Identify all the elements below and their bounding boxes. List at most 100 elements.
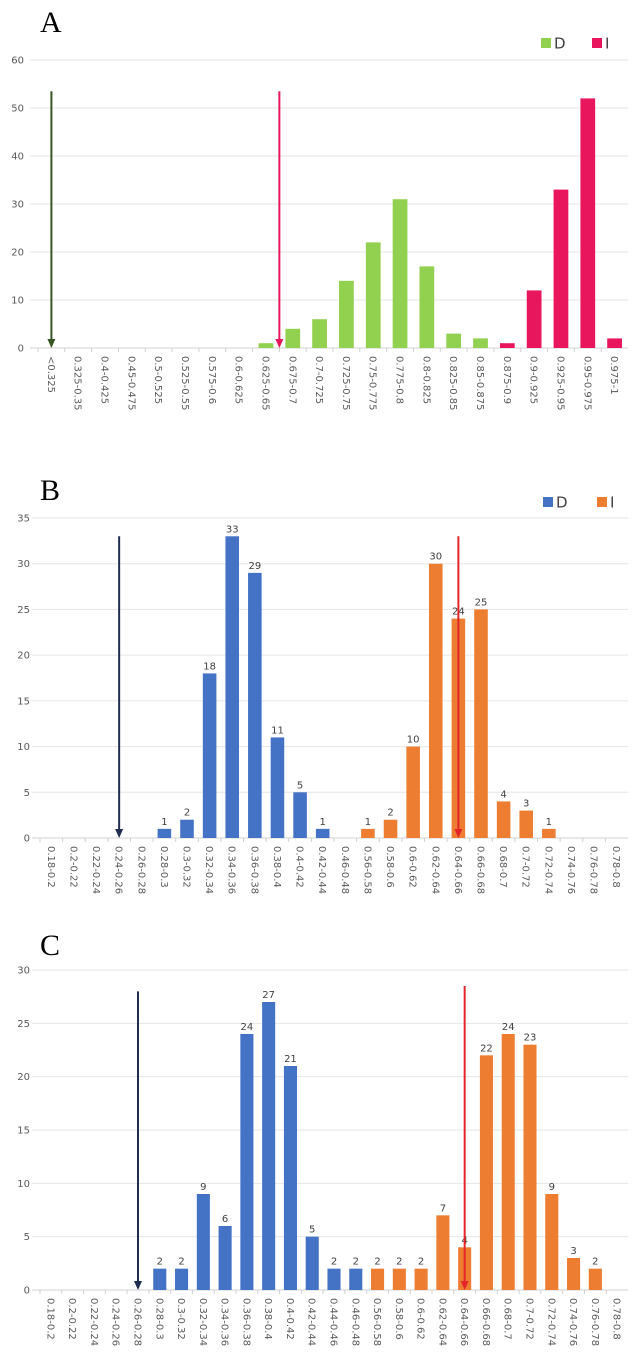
data-label: 2 xyxy=(418,1257,424,1268)
y-tick-label: 15 xyxy=(17,696,30,707)
data-label: 2 xyxy=(157,1257,163,1268)
data-label: 1 xyxy=(161,817,167,828)
x-tick-label: 0.775-0.8 xyxy=(394,356,405,404)
data-label: 5 xyxy=(309,1225,315,1236)
arrow-D-head xyxy=(134,1281,142,1290)
x-tick-label: 0.18-0.2 xyxy=(45,846,56,888)
x-tick-label: 0.76-0.78 xyxy=(589,1298,600,1346)
data-label: 2 xyxy=(396,1257,402,1268)
arrow-D-head xyxy=(115,829,124,838)
x-tick-label: 0.36-0.38 xyxy=(248,846,259,894)
x-tick-label: 0.8-0.825 xyxy=(420,356,431,404)
x-tick-label: 0.72-0.74 xyxy=(545,1298,556,1346)
bar-D-0.28-0.3 xyxy=(157,828,172,838)
x-tick-label: 0.68-0.7 xyxy=(502,1298,513,1340)
x-tick-label: 0.64-0.66 xyxy=(452,846,463,894)
data-label: 1 xyxy=(546,817,552,828)
x-tick-label: 0.44-0.46 xyxy=(328,1298,339,1346)
y-tick-label: 20 xyxy=(17,651,30,662)
bar-I-0.66-0.68 xyxy=(479,1055,493,1290)
bar-I-0.7-0.72 xyxy=(519,810,534,838)
y-tick-label: 10 xyxy=(17,742,30,753)
data-label: 4 xyxy=(500,789,506,800)
arrow-I-head xyxy=(275,339,284,348)
x-tick-label: 0.925-0.95 xyxy=(554,356,565,411)
bar-I-0.95-0.975 xyxy=(580,98,596,349)
bar-D-0.4-0.42 xyxy=(293,792,307,838)
data-label: 11 xyxy=(271,725,284,736)
x-tick-label: 0.78-0.8 xyxy=(610,846,621,888)
data-label: 3 xyxy=(523,799,529,810)
x-tick-label: 0.22-0.24 xyxy=(90,846,101,894)
bar-D-0.85-0.875 xyxy=(473,338,488,348)
bar-D-0.34-0.36 xyxy=(225,536,240,838)
y-tick-label: 25 xyxy=(17,605,30,616)
x-tick-label: 0.4-0.425 xyxy=(99,356,110,404)
bar-I-0.58-0.6 xyxy=(383,819,398,838)
data-label: 2 xyxy=(331,1257,337,1268)
x-tick-label: 0.76-0.78 xyxy=(588,846,599,894)
legend-swatch-I xyxy=(592,38,602,48)
x-tick-label: 0.3-0.32 xyxy=(181,846,192,888)
data-label: 3 xyxy=(570,1246,576,1257)
bar-D-0.7-0.725 xyxy=(312,319,327,348)
bar-I-0.975-1 xyxy=(607,338,622,348)
bar-D-0.38-0.4 xyxy=(270,737,285,838)
bar-I-0.7-0.72 xyxy=(523,1044,537,1290)
bar-I-0.62-0.64 xyxy=(428,563,443,838)
bar-D-0.42-0.44 xyxy=(305,1236,319,1290)
x-tick-label: 0.56-0.58 xyxy=(361,846,372,894)
bar-D-0.825-0.85 xyxy=(446,333,462,348)
data-label: 25 xyxy=(475,597,488,608)
bar-D-0.38-0.4 xyxy=(262,1002,276,1290)
x-tick-label: 0.78-0.8 xyxy=(611,1298,622,1340)
arrow-I-head xyxy=(460,1281,469,1290)
y-tick-label: 30 xyxy=(11,200,24,211)
y-tick-label: 0 xyxy=(24,834,30,845)
y-tick-label: 5 xyxy=(24,788,30,799)
bar-D-0.3-0.32 xyxy=(175,1268,189,1290)
bar-I-0.9-0.925 xyxy=(526,290,542,348)
bar-D-0.4-0.42 xyxy=(283,1066,297,1290)
x-tick-label: 0.38-0.4 xyxy=(262,1298,273,1340)
x-tick-label: 0.26-0.28 xyxy=(135,846,146,894)
y-tick-label: 30 xyxy=(17,966,30,977)
x-tick-label: 0.38-0.4 xyxy=(271,846,282,888)
x-tick-label: 0.62-0.64 xyxy=(436,1298,447,1346)
data-label: 30 xyxy=(429,552,442,563)
legend-label-D: D xyxy=(554,35,566,53)
x-tick-label: 0.725-0.75 xyxy=(340,356,351,411)
x-tick-label: 0.42-0.44 xyxy=(306,1298,317,1346)
y-tick-label: 0 xyxy=(24,1286,30,1297)
bar-I-0.6-0.62 xyxy=(414,1268,428,1290)
x-tick-label: 0.46-0.48 xyxy=(349,1298,360,1346)
x-tick-label: 0.45-0.475 xyxy=(125,356,136,411)
legend-swatch-D xyxy=(541,38,551,48)
x-tick-label: 0.24-0.26 xyxy=(110,1298,121,1346)
y-tick-label: 15 xyxy=(17,1126,30,1137)
bar-D-0.3-0.32 xyxy=(180,819,194,838)
x-tick-label: 0.7-0.72 xyxy=(520,846,531,888)
x-tick-label: 0.4-0.42 xyxy=(284,1298,295,1340)
x-tick-label: 0.26-0.28 xyxy=(132,1298,143,1346)
x-tick-label: 0.42-0.44 xyxy=(316,846,327,894)
x-tick-label: 0.85-0.875 xyxy=(474,356,485,411)
y-tick-label: 40 xyxy=(11,152,24,163)
x-tick-label: 0.525-0.55 xyxy=(179,356,190,411)
bar-D-0.625-0.65 xyxy=(258,343,274,348)
x-tick-label: 0.3-0.32 xyxy=(175,1298,186,1340)
bar-I-0.76-0.78 xyxy=(588,1268,602,1290)
data-label: 22 xyxy=(480,1043,493,1054)
x-tick-label: 0.32-0.34 xyxy=(197,1298,208,1346)
x-tick-label: 0.74-0.76 xyxy=(567,1298,578,1346)
panel-letter: C xyxy=(40,929,60,962)
x-tick-label: 0.7-0.72 xyxy=(524,1298,535,1340)
x-tick-label: 0.575-0.6 xyxy=(206,356,217,404)
legend-swatch-D xyxy=(543,497,553,507)
data-label: 5 xyxy=(297,780,303,791)
y-tick-label: 20 xyxy=(17,1072,30,1083)
x-tick-label: 0.5-0.525 xyxy=(152,356,163,404)
bar-D-0.32-0.34 xyxy=(196,1194,210,1290)
